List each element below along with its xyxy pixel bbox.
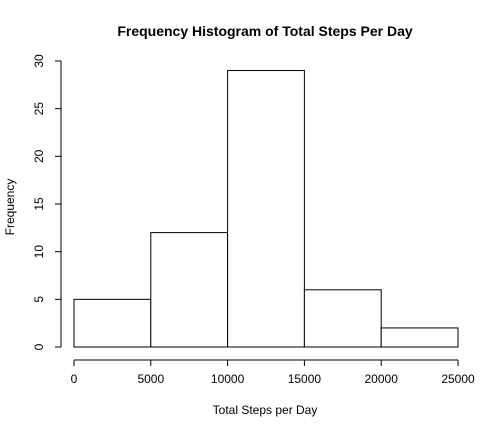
bars-group	[73, 70, 459, 348]
histogram-bar-0	[73, 298, 152, 348]
x-tick-label: 15000	[288, 372, 322, 386]
x-axis-label: Total Steps per Day	[213, 403, 318, 417]
x-tick-label: 20000	[365, 372, 399, 386]
x-tick-label: 5000	[137, 372, 164, 386]
chart-title: Frequency Histogram of Total Steps Per D…	[117, 23, 413, 39]
x-tick-label: 25000	[441, 372, 475, 386]
y-tick-label: 30	[32, 54, 46, 68]
histogram-bar-3	[303, 289, 382, 348]
y-tick-label: 0	[32, 343, 46, 350]
y-tick-label: 5	[32, 296, 46, 303]
x-tick-label: 10000	[211, 372, 245, 386]
y-tick-label: 15	[32, 197, 46, 211]
y-tick-label: 20	[32, 149, 46, 163]
y-tick-label: 25	[32, 102, 46, 116]
histogram-bar-1	[150, 232, 229, 348]
x-axis: 0 5000 10000 15000 20000 25000	[71, 359, 475, 386]
y-axis: 0 5 10 15 20 25 30	[32, 54, 62, 350]
y-tick-label: 10	[32, 245, 46, 259]
x-tick-label: 0	[71, 372, 78, 386]
y-axis-label: Frequency	[3, 179, 17, 236]
histogram-bar-2	[227, 70, 305, 348]
histogram-bar-4	[380, 327, 459, 348]
